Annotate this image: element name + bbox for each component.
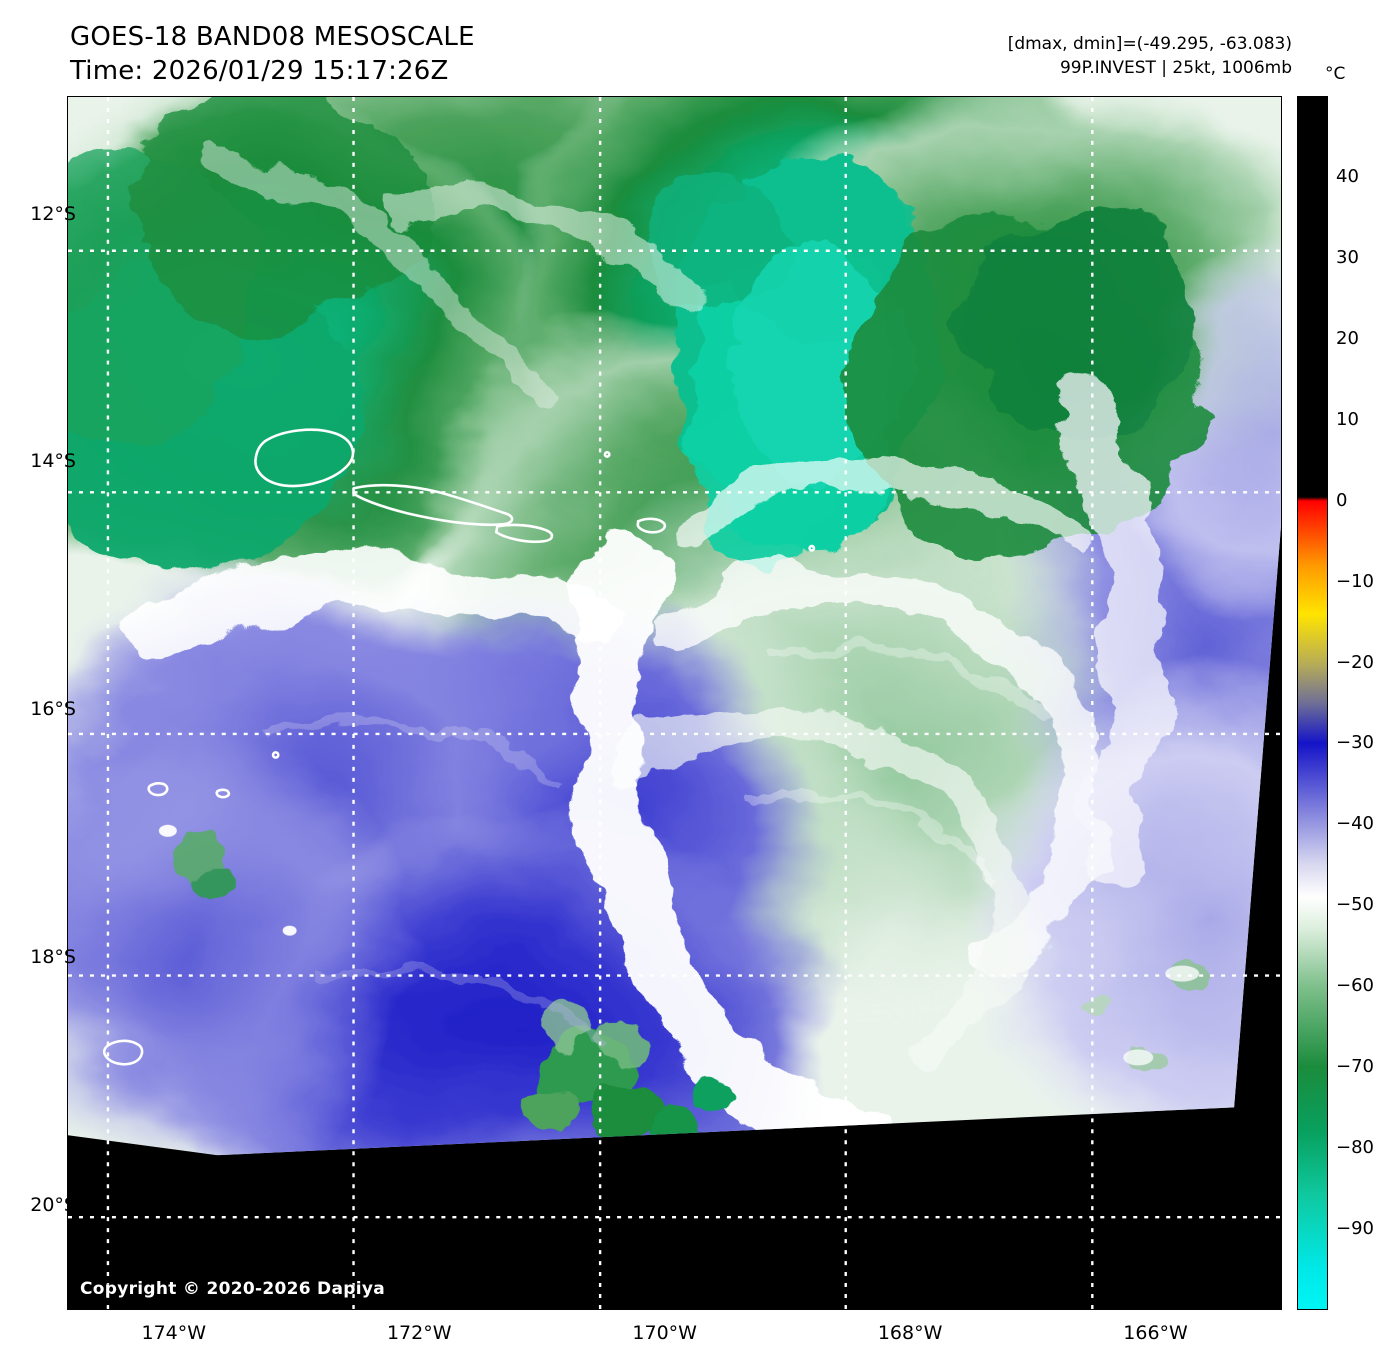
imagery-swath xyxy=(68,97,1281,1156)
lon-tick-label: 170°W xyxy=(632,1322,697,1344)
colorbar xyxy=(1297,96,1328,1310)
satellite-image-plot: Copyright © 2020-2026 Dapiya xyxy=(67,96,1282,1310)
copyright-label: Copyright © 2020-2026 Dapiya xyxy=(80,1279,385,1299)
time-line: Time: 2026/01/29 15:17:26Z xyxy=(70,56,449,86)
colorbar-tick-label: −30 xyxy=(1336,732,1374,754)
colorbar-tick-label: −60 xyxy=(1336,975,1374,997)
colorbar-tick-label: −10 xyxy=(1336,570,1374,592)
colorbar-unit-label: °C xyxy=(1325,64,1346,84)
colorbar-tick-label: 40 xyxy=(1336,165,1359,187)
colorbar-tick-label: −90 xyxy=(1336,1218,1374,1240)
colorbar-tick-label: 0 xyxy=(1336,489,1348,511)
lat-tick-label: 12°S xyxy=(30,202,76,225)
lon-tick-label: 166°W xyxy=(1123,1322,1188,1344)
dminmax-label: [dmax, dmin]=(-49.295, -63.083) xyxy=(1007,34,1292,54)
lat-tick-label: 18°S xyxy=(30,945,76,968)
colorbar-tick-label: −20 xyxy=(1336,651,1374,673)
lat-tick-label: 14°S xyxy=(30,450,76,473)
graticule xyxy=(68,97,1281,1309)
colorbar-tick-label: −70 xyxy=(1336,1056,1374,1078)
colorbar-tick-label: 20 xyxy=(1336,327,1359,349)
colorbar-tick-label: 10 xyxy=(1336,408,1359,430)
lon-tick-label: 168°W xyxy=(877,1322,943,1344)
storm-info-label: 99P.INVEST | 25kt, 1006mb xyxy=(1059,58,1292,78)
colorbar-tick-label: −40 xyxy=(1336,813,1374,835)
coastline-outlines xyxy=(102,428,816,1066)
page-title: GOES-18 BAND08 MESOSCALE Time: 2026/01/2… xyxy=(70,20,475,88)
title-line: GOES-18 BAND08 MESOSCALE xyxy=(70,22,475,52)
colorbar-tick-label: −50 xyxy=(1336,894,1374,916)
lon-tick-label: 172°W xyxy=(386,1322,452,1344)
lon-tick-label: 174°W xyxy=(141,1322,207,1344)
colorbar-tick-label: −80 xyxy=(1336,1137,1374,1159)
lat-tick-label: 20°S xyxy=(30,1193,76,1216)
colorbar-tick-label: 30 xyxy=(1336,246,1359,268)
lat-tick-label: 16°S xyxy=(30,698,76,721)
metadata-block: [dmax, dmin]=(-49.295, -63.083) 99P.INVE… xyxy=(1008,32,1292,80)
satellite-imagery-canvas xyxy=(68,97,1281,1309)
colorbar-gradient xyxy=(1298,97,1327,1309)
